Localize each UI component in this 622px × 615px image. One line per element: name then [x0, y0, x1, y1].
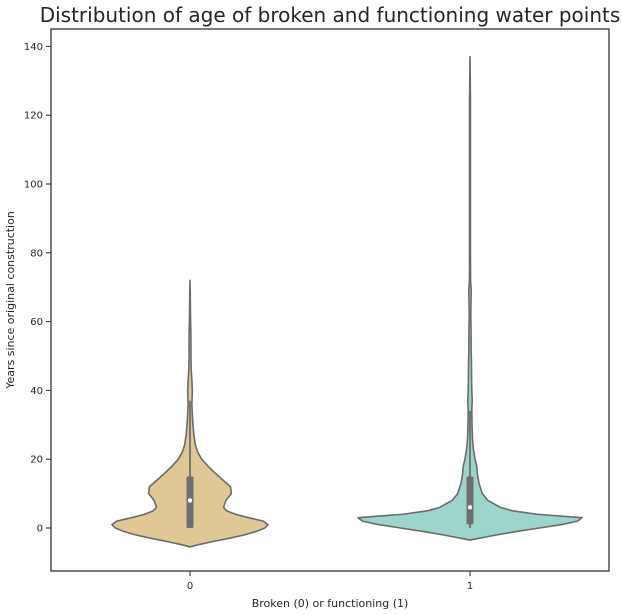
- plot-area: 0 20 40 60 80 100 120 140 0 1: [24, 28, 610, 592]
- iqr-box-1: [466, 476, 474, 525]
- y-tick-label-60: 60: [30, 317, 43, 328]
- y-tick-label-140: 140: [24, 42, 43, 53]
- x-tick-label-0: 0: [187, 581, 193, 592]
- chart-title: Distribution of age of broken and functi…: [40, 3, 621, 27]
- y-axis-label: Years since original construction: [4, 211, 17, 390]
- y-tick-label-40: 40: [30, 386, 43, 397]
- x-axis-label: Broken (0) or functioning (1): [252, 597, 409, 610]
- violin-body-1: [357, 55, 583, 541]
- plot-frame: [50, 28, 610, 572]
- median-marker-1: [467, 505, 473, 510]
- x-tick-label-1: 1: [467, 581, 473, 592]
- median-marker-0: [187, 498, 193, 503]
- y-tick-label-120: 120: [24, 111, 43, 122]
- y-tick-label-0: 0: [37, 524, 43, 535]
- y-tick-label-20: 20: [30, 455, 43, 466]
- y-tick-label-100: 100: [24, 180, 43, 191]
- y-tick-label-80: 80: [30, 248, 43, 259]
